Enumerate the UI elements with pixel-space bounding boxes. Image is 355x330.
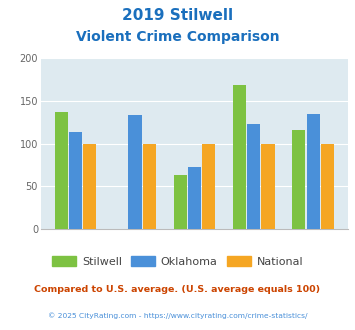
Text: Violent Crime Comparison: Violent Crime Comparison xyxy=(76,30,279,44)
Bar xyxy=(69,132,82,229)
Bar xyxy=(188,167,201,229)
Bar xyxy=(129,115,142,229)
Bar xyxy=(293,130,305,229)
Bar xyxy=(202,144,215,229)
Bar xyxy=(262,144,274,229)
Text: © 2025 CityRating.com - https://www.cityrating.com/crime-statistics/: © 2025 CityRating.com - https://www.city… xyxy=(48,312,307,318)
Bar xyxy=(247,124,260,229)
Bar xyxy=(83,144,96,229)
Bar xyxy=(233,85,246,229)
Bar xyxy=(55,112,68,229)
Bar xyxy=(143,144,156,229)
Bar xyxy=(321,144,334,229)
Text: 2019 Stilwell: 2019 Stilwell xyxy=(122,8,233,23)
Legend: Stilwell, Oklahoma, National: Stilwell, Oklahoma, National xyxy=(48,251,307,271)
Bar xyxy=(307,114,320,229)
Text: Compared to U.S. average. (U.S. average equals 100): Compared to U.S. average. (U.S. average … xyxy=(34,285,321,294)
Bar xyxy=(174,175,187,229)
